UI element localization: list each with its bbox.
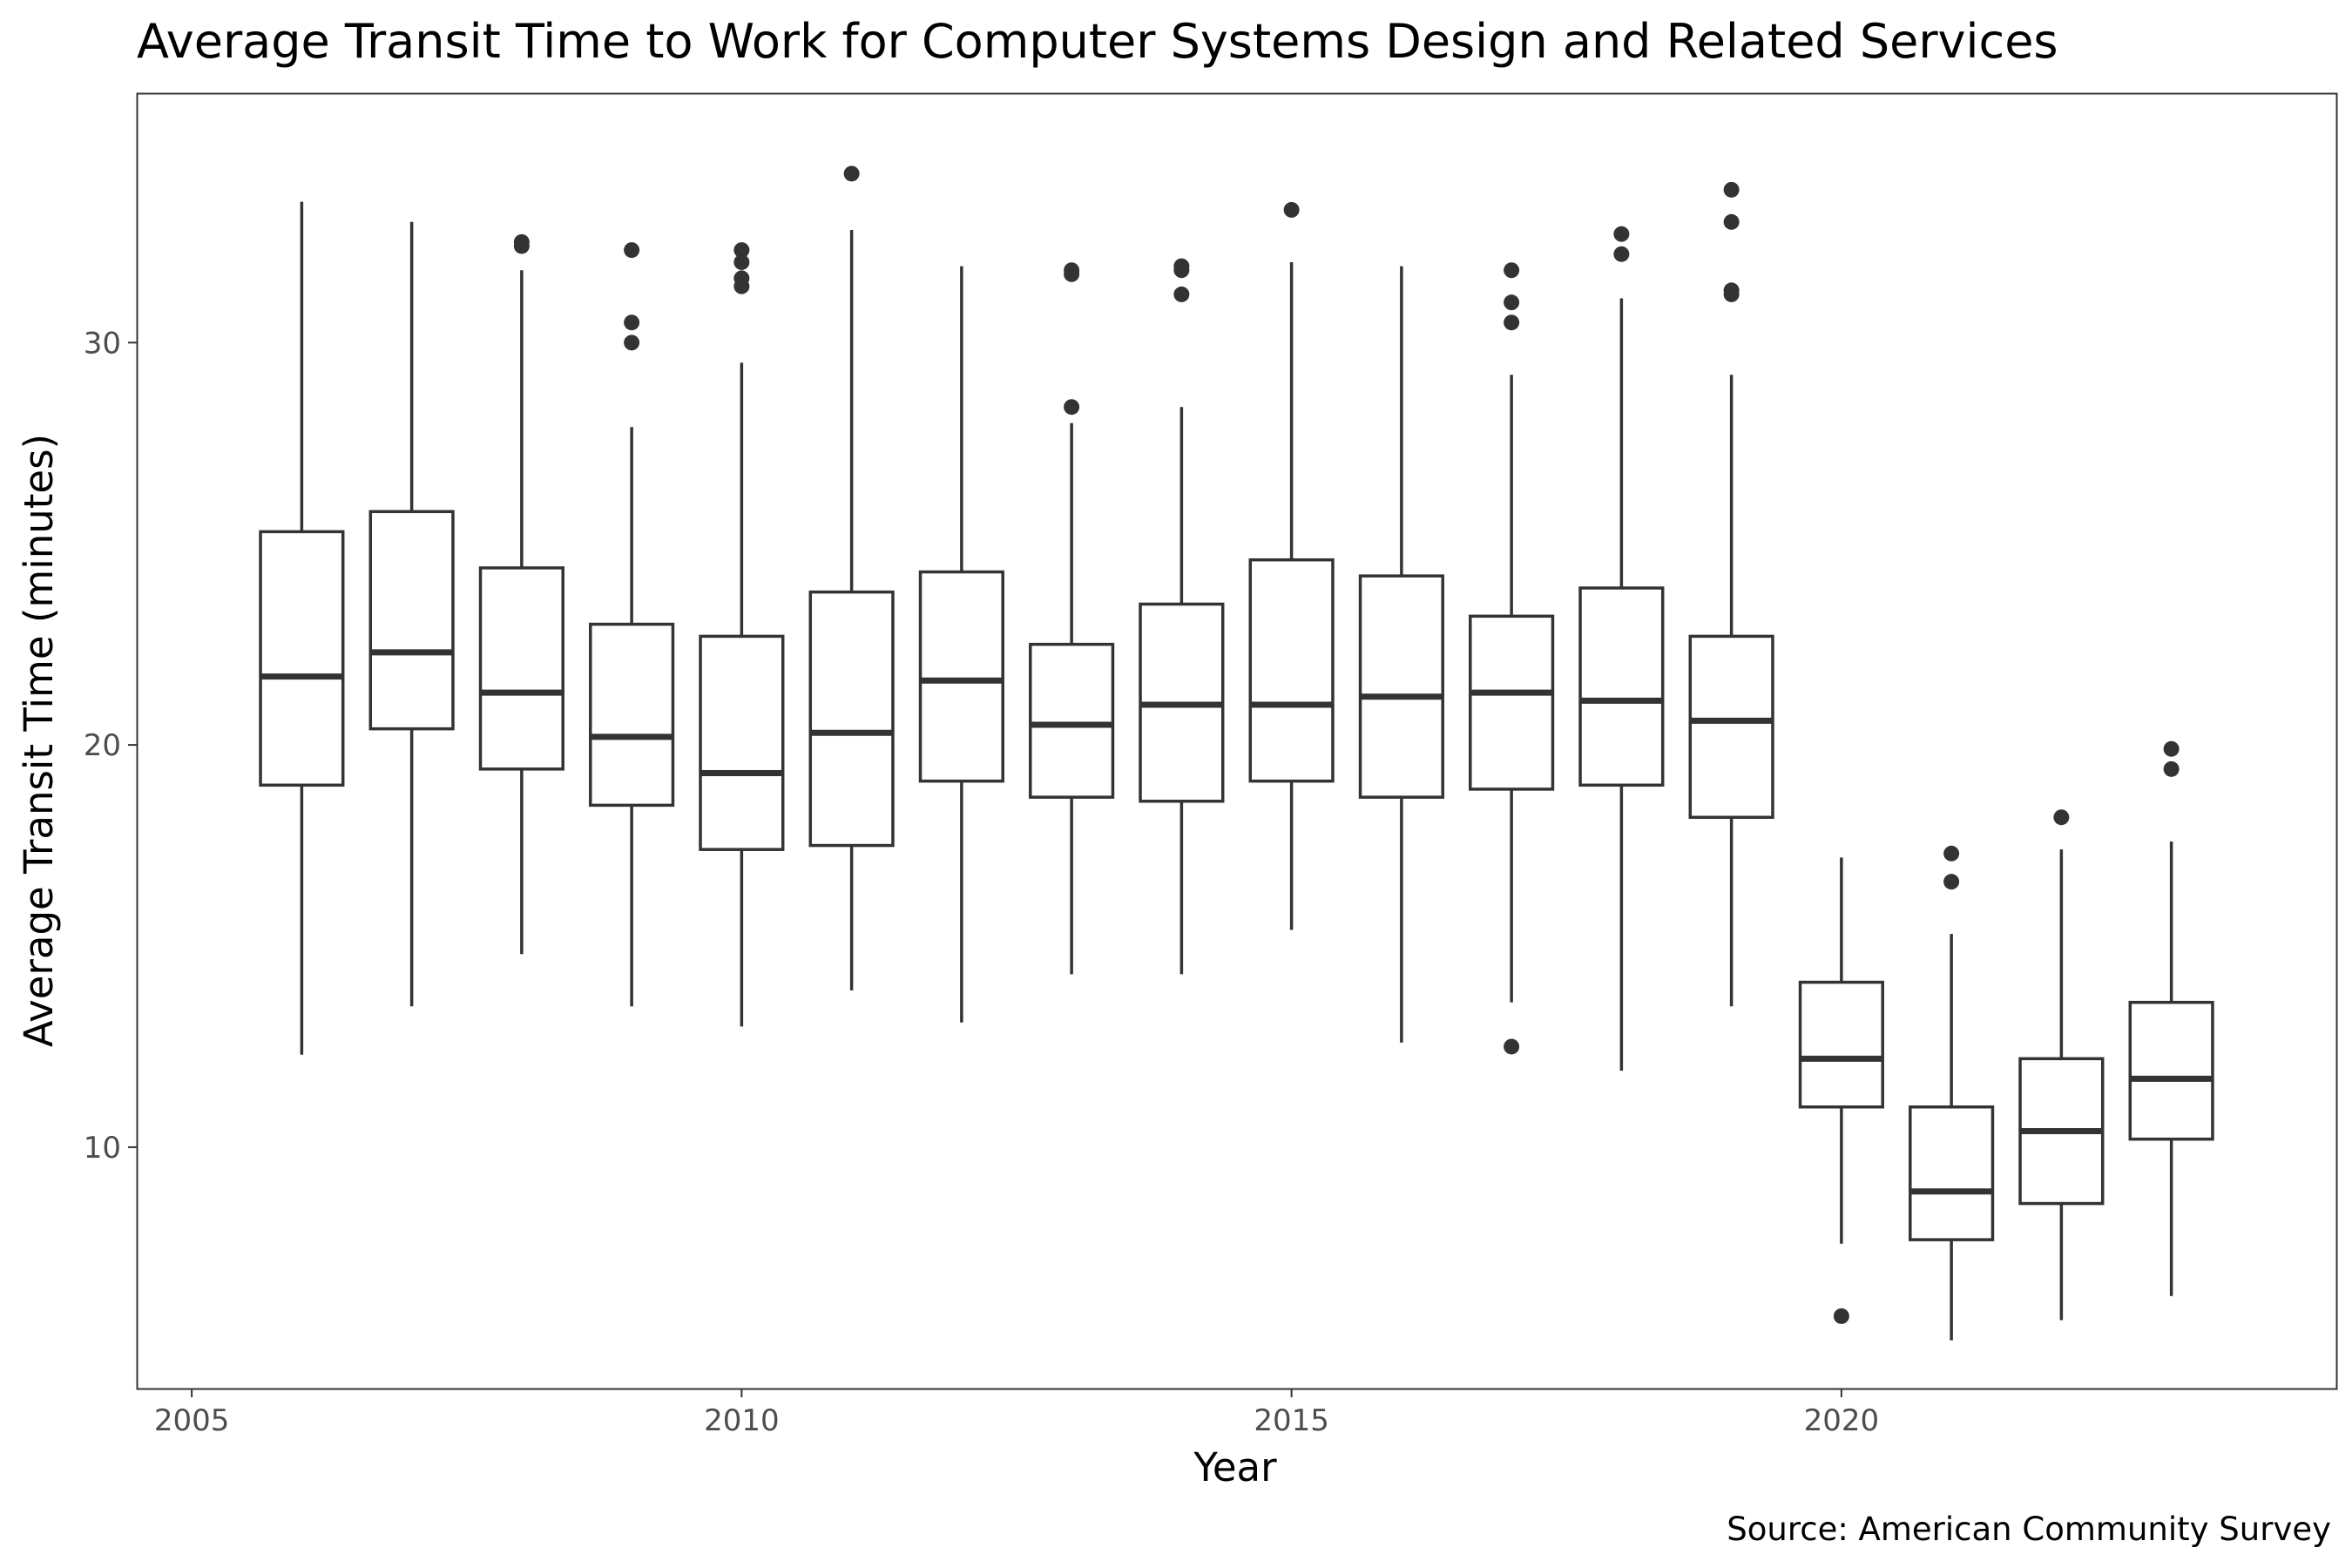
outlier-point	[624, 314, 640, 331]
outlier-point	[624, 335, 640, 351]
outlier-point	[1723, 282, 1740, 299]
box-2008	[478, 233, 564, 955]
outlier-point	[1613, 226, 1630, 242]
y-tick-label: 10	[84, 1131, 121, 1166]
outlier-point	[1723, 213, 1740, 230]
box-2007	[368, 221, 455, 1007]
box-2018	[1578, 226, 1665, 1071]
outlier-point	[1504, 294, 1520, 311]
iqr-box	[1688, 634, 1774, 819]
iqr-box	[589, 622, 675, 808]
y-tick-label: 20	[84, 728, 121, 763]
iqr-box	[1798, 980, 1884, 1109]
outlier-point	[1833, 1308, 1849, 1324]
box-2021	[1909, 845, 1995, 1341]
iqr-box	[478, 566, 564, 771]
iqr-box	[1358, 574, 1444, 799]
box-2011	[808, 166, 895, 990]
outlier-point	[624, 242, 640, 259]
outlier-point	[733, 253, 750, 270]
outlier-point	[1064, 262, 1080, 279]
box-2020	[1798, 857, 1884, 1324]
outlier-point	[1173, 286, 1190, 302]
outlier-point	[1504, 1038, 1520, 1055]
box-2022	[2018, 809, 2105, 1321]
outlier-point	[1283, 201, 1300, 218]
outlier-point	[1943, 845, 1960, 862]
x-tick-label: 2010	[704, 1403, 780, 1438]
iqr-box	[808, 590, 895, 848]
outlier-point	[733, 242, 750, 259]
x-tick-label: 2005	[154, 1403, 230, 1438]
outlier-point	[513, 233, 530, 250]
iqr-box	[1029, 642, 1115, 799]
iqr-box	[1578, 586, 1665, 787]
chart-title: Average Transit Time to Work for Compute…	[137, 14, 2058, 69]
box-2023	[2128, 740, 2214, 1296]
outlier-point	[1723, 181, 1740, 198]
y-axis-title: Average Transit Time (minutes)	[16, 434, 62, 1047]
box-2009	[589, 242, 675, 1007]
box-2012	[918, 266, 1004, 1023]
outlier-point	[1504, 262, 1520, 279]
outlier-point	[843, 166, 860, 182]
outlier-point	[1613, 246, 1630, 262]
iqr-box	[1469, 614, 1555, 791]
outlier-point	[733, 270, 750, 287]
outlier-point	[2163, 740, 2180, 757]
box-2014	[1139, 258, 1225, 975]
iqr-box	[2128, 1000, 2214, 1141]
outlier-point	[1064, 399, 1080, 416]
box-2017	[1469, 262, 1555, 1055]
iqr-box	[1909, 1105, 1995, 1241]
outlier-point	[1943, 874, 1960, 890]
outlier-point	[1504, 314, 1520, 331]
box-2015	[1248, 201, 1335, 930]
outlier-point	[1173, 258, 1190, 274]
box-2019	[1688, 181, 1774, 1007]
box-2010	[699, 242, 785, 1027]
box-2016	[1358, 266, 1444, 1043]
iqr-box	[918, 570, 1004, 783]
source-caption: Source: American Community Survey	[1727, 1511, 2331, 1548]
iqr-box	[259, 530, 345, 787]
x-axis: 2005 2010 2015 2020	[154, 1389, 1879, 1438]
outlier-point	[2053, 809, 2070, 826]
x-axis-title: Year	[1193, 1444, 1277, 1490]
boxplot-series	[259, 166, 2214, 1341]
iqr-box	[368, 510, 455, 731]
x-tick-label: 2020	[1804, 1403, 1880, 1438]
y-axis: 10 20 30	[84, 326, 137, 1166]
x-tick-label: 2015	[1254, 1403, 1329, 1438]
iqr-box	[1248, 558, 1335, 783]
panel-border	[136, 92, 2338, 1390]
box-2006	[259, 201, 345, 1055]
y-tick-label: 30	[84, 326, 121, 361]
outlier-point	[2163, 760, 2180, 777]
iqr-box	[699, 634, 785, 851]
box-2013	[1029, 262, 1115, 975]
